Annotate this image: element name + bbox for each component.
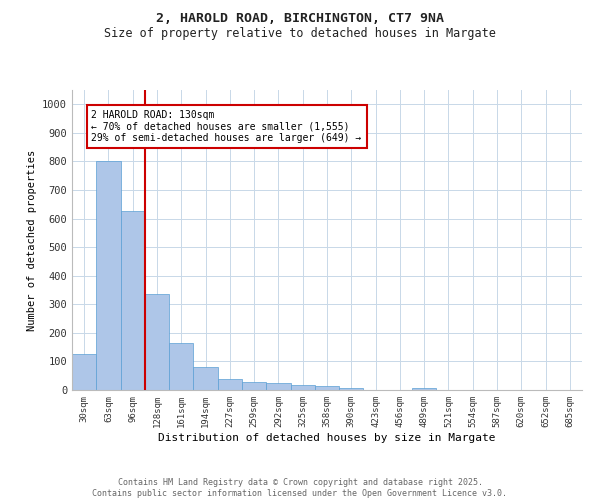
Bar	[315, 386, 339, 390]
Text: Contains HM Land Registry data © Crown copyright and database right 2025.
Contai: Contains HM Land Registry data © Crown c…	[92, 478, 508, 498]
X-axis label: Distribution of detached houses by size in Margate: Distribution of detached houses by size …	[158, 432, 496, 442]
Y-axis label: Number of detached properties: Number of detached properties	[26, 150, 37, 330]
Bar	[242, 382, 266, 390]
Bar	[266, 383, 290, 390]
Bar	[339, 388, 364, 390]
Bar	[169, 343, 193, 390]
Bar	[412, 388, 436, 390]
Bar	[193, 367, 218, 390]
Text: 2 HAROLD ROAD: 130sqm
← 70% of detached houses are smaller (1,555)
29% of semi-d: 2 HAROLD ROAD: 130sqm ← 70% of detached …	[91, 110, 362, 143]
Bar	[96, 162, 121, 390]
Bar	[290, 385, 315, 390]
Text: 2, HAROLD ROAD, BIRCHINGTON, CT7 9NA: 2, HAROLD ROAD, BIRCHINGTON, CT7 9NA	[156, 12, 444, 26]
Bar	[218, 378, 242, 390]
Bar	[121, 212, 145, 390]
Bar	[145, 294, 169, 390]
Text: Size of property relative to detached houses in Margate: Size of property relative to detached ho…	[104, 28, 496, 40]
Bar	[72, 354, 96, 390]
